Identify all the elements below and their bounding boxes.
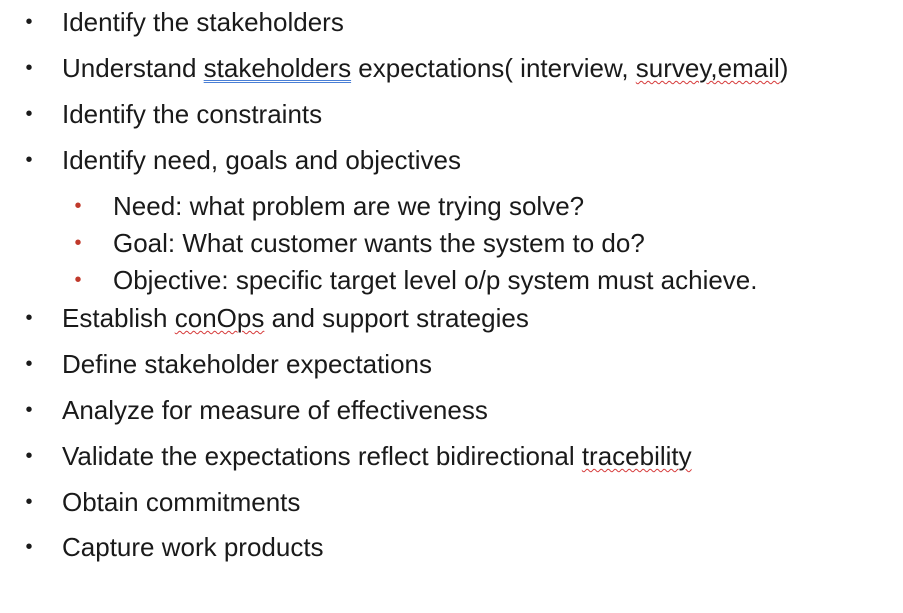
bullet-icon: • (24, 532, 34, 562)
text-segment: Understand (62, 53, 204, 83)
list-item-text: Capture work products (62, 532, 324, 562)
sub-list-item-text: Need: what problem are we trying solve? (113, 191, 584, 221)
bullet-icon: • (24, 349, 34, 379)
text-segment: ) (780, 53, 789, 83)
bullet-icon: • (24, 395, 34, 425)
bullet-icon: • (24, 303, 34, 333)
sub-bullet-icon: • (73, 191, 83, 221)
bullet-icon: • (24, 53, 34, 83)
sub-list-item-text: Goal: What customer wants the system to … (113, 228, 645, 258)
bullet-icon: • (24, 145, 34, 175)
list-item-text: Establish conOps and support strategies (62, 303, 529, 333)
bullet-icon: • (24, 99, 34, 129)
bullet-icon: • (24, 441, 34, 471)
list-item-text: Understand stakeholders expectations( in… (62, 53, 788, 83)
sub-bullet-icon: • (73, 265, 83, 295)
sub-list-item-text: Objective: specific target level o/p sys… (113, 265, 758, 295)
bullet-icon: • (24, 7, 34, 37)
list-item-text: Identify the stakeholders (62, 7, 344, 37)
grammar-flag-stakeholders: stakeholders (204, 53, 351, 83)
spell-flag-tracebility: tracebility (582, 441, 692, 471)
list-item-text: Identify need, goals and objectives (62, 145, 461, 175)
spell-flag-survey-email: survey,email (636, 53, 780, 83)
list-item-text: Analyze for measure of effectiveness (62, 395, 488, 425)
list-item-text: Define stakeholder expectations (62, 349, 432, 379)
list-item-text: Identify the constraints (62, 99, 322, 129)
bullet-icon: • (24, 487, 34, 517)
spell-flag-conops: conOps (175, 303, 265, 333)
sub-bullet-icon: • (73, 228, 83, 258)
text-segment: Establish (62, 303, 175, 333)
text-segment: and support strategies (264, 303, 529, 333)
text-segment: expectations( interview, (351, 53, 636, 83)
list-item-text: Validate the expectations reflect bidire… (62, 441, 692, 471)
text-segment: Validate the expectations reflect bidire… (62, 441, 582, 471)
list-item-text: Obtain commitments (62, 487, 300, 517)
